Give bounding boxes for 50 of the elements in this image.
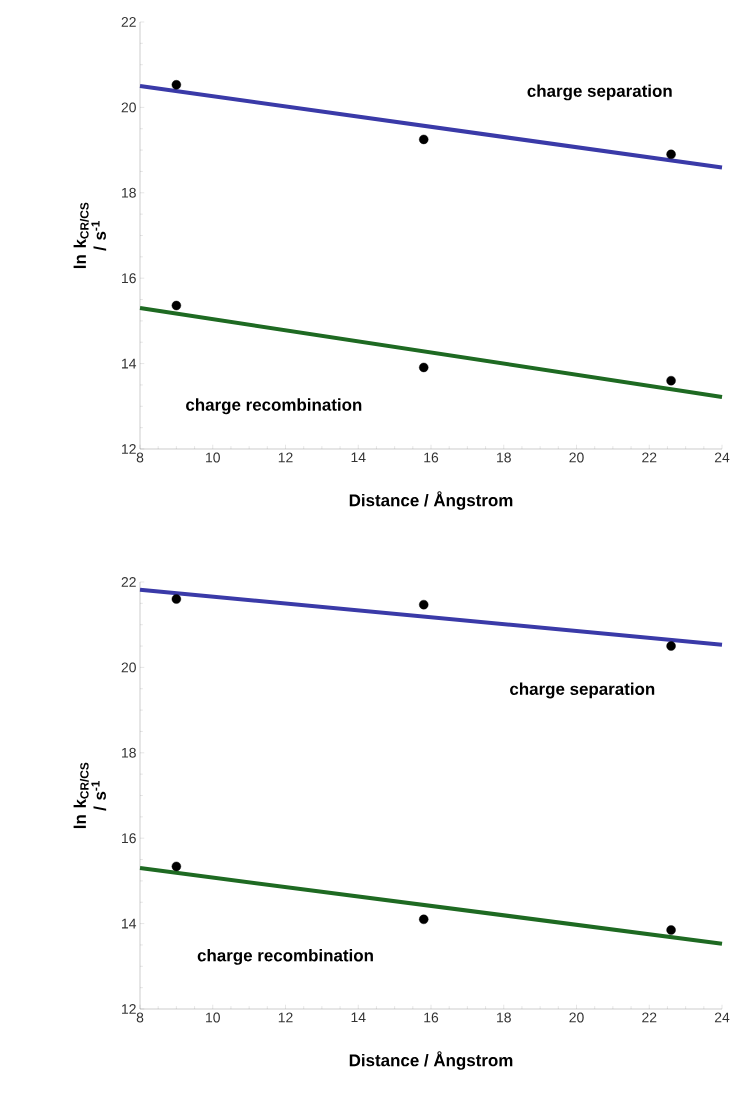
- x-axis-title: Distance / Ångstrom: [349, 491, 513, 510]
- point: [419, 362, 429, 373]
- point: [666, 149, 676, 160]
- annotation: charge separation: [527, 84, 672, 101]
- x-tick-label: 14: [351, 1012, 366, 1023]
- x-tick-label: 8: [136, 1012, 144, 1023]
- point: [666, 925, 676, 935]
- y-tick-label: 14: [122, 358, 137, 369]
- y-tick-label: 16: [122, 833, 136, 844]
- x-tick-label: 22: [642, 1012, 657, 1023]
- x-tick-label: 14: [351, 452, 366, 463]
- point: [666, 375, 676, 386]
- point: [419, 914, 429, 925]
- point: [419, 599, 429, 610]
- x-tick-label: 16: [424, 452, 439, 463]
- annotation: charge recombination: [186, 398, 362, 415]
- x-tick-label: 12: [278, 452, 293, 463]
- point: [171, 594, 182, 604]
- y-tick-label: 22: [121, 577, 136, 587]
- y-axis-title: ln k$_{CR/CS}$ / s$^{-1}$: [73, 762, 107, 829]
- x-tick-label: 12: [278, 1012, 293, 1023]
- x-tick-label: 8: [136, 452, 144, 463]
- y-tick-label: 22: [121, 17, 136, 27]
- x-tick-label: 20: [569, 452, 584, 463]
- x-tick-label: 18: [497, 452, 511, 463]
- x-tick-label: 10: [206, 452, 220, 463]
- y-tick-label: 20: [121, 662, 136, 673]
- x-tick-label: 22: [642, 452, 657, 463]
- point: [419, 134, 429, 145]
- y-tick-label: 12: [122, 1004, 136, 1014]
- point: [171, 861, 182, 872]
- x-tick-label: 24: [714, 1012, 730, 1023]
- annotation: charge recombination: [197, 948, 373, 965]
- point: [171, 300, 182, 311]
- y-tick-label: 16: [122, 273, 136, 284]
- x-tick-label: 18: [497, 1012, 511, 1023]
- point: [171, 80, 182, 90]
- y-tick-label: 18: [122, 187, 136, 198]
- y-tick-label: 12: [122, 444, 136, 454]
- y-tick-label: 20: [121, 102, 136, 113]
- y-tick-label: 18: [122, 747, 136, 758]
- annotation: charge separation: [510, 682, 655, 699]
- y-axis-title: ln k$_{CR/CS}$ / s$^{-1}$: [73, 202, 107, 269]
- x-tick-label: 16: [424, 1012, 439, 1023]
- x-tick-label: 10: [206, 1012, 220, 1023]
- x-tick-label: 20: [569, 1012, 584, 1023]
- y-tick-label: 14: [122, 918, 137, 929]
- x-tick-label: 24: [714, 452, 730, 463]
- x-axis-title: Distance / Ångstrom: [349, 1051, 513, 1070]
- point: [666, 641, 676, 651]
